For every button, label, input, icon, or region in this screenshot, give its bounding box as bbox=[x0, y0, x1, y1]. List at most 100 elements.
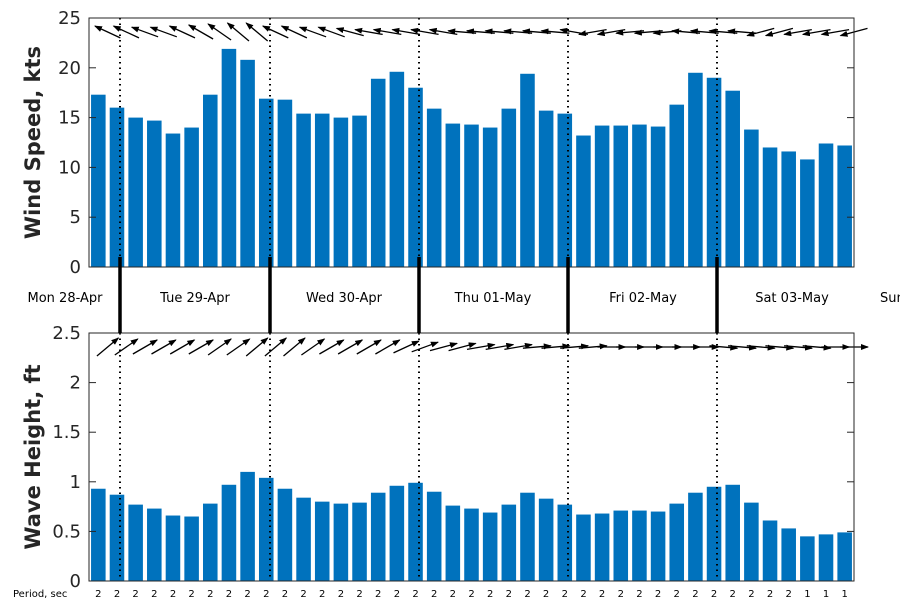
period-value-20: 2 bbox=[450, 589, 456, 600]
wind-bar-26 bbox=[557, 113, 573, 268]
period-value-12: 2 bbox=[300, 589, 306, 600]
wind-bar-4 bbox=[147, 120, 162, 267]
wind-direction-arrow-6 bbox=[187, 24, 214, 40]
wave-direction-arrow-25 bbox=[541, 343, 571, 350]
day-label-1: Mon 28-Apr bbox=[28, 291, 104, 306]
wave-bar-37 bbox=[762, 520, 778, 581]
wave-direction-arrow-9 bbox=[245, 337, 269, 357]
day-label-4: Thu 01-May bbox=[454, 291, 532, 306]
wind-bar-22 bbox=[482, 127, 498, 267]
wave-bar-17 bbox=[389, 485, 405, 581]
wave-direction-arrow-23 bbox=[504, 342, 533, 351]
wave-bar-2 bbox=[109, 494, 125, 581]
wind-bar-29 bbox=[613, 125, 629, 267]
wind-bar-11 bbox=[277, 99, 293, 267]
wind-bar-8 bbox=[221, 48, 237, 267]
day-label-7: Sun bbox=[880, 291, 900, 306]
wave-bar-7 bbox=[203, 503, 218, 581]
period-value-17: 2 bbox=[394, 589, 400, 600]
wind-direction-arrow-7 bbox=[207, 23, 232, 41]
wave-direction-arrow-21 bbox=[466, 342, 496, 351]
wind-direction-arrow-9 bbox=[245, 22, 269, 42]
day-label-6: Sat 03-May bbox=[755, 291, 829, 306]
wave-direction-arrow-26 bbox=[560, 343, 590, 350]
wind-bar-37 bbox=[762, 147, 778, 267]
wave-bar-16 bbox=[370, 492, 386, 581]
wave-bar-40 bbox=[818, 534, 834, 581]
wave-bar-35 bbox=[725, 484, 740, 581]
wind-bar-35 bbox=[725, 90, 740, 268]
wind-bar-16 bbox=[370, 78, 386, 267]
period-value-29: 2 bbox=[618, 589, 624, 600]
period-value-41: 1 bbox=[842, 589, 848, 600]
wave-bar-22 bbox=[482, 512, 498, 581]
wave-direction-arrow-12 bbox=[301, 338, 326, 356]
period-value-10: 2 bbox=[263, 589, 269, 600]
wind-bar-30 bbox=[632, 124, 647, 267]
wave-bar-5 bbox=[165, 515, 181, 581]
wave-bar-20 bbox=[445, 505, 461, 581]
wave-direction-arrow-37 bbox=[765, 344, 795, 351]
wind-bar-32 bbox=[669, 104, 685, 268]
period-value-3: 2 bbox=[132, 589, 138, 600]
wave-direction-arrow-10 bbox=[264, 337, 288, 357]
period-value-35: 2 bbox=[730, 589, 736, 600]
wave-direction-arrow-11 bbox=[283, 337, 306, 357]
wave-bar-31 bbox=[650, 511, 666, 581]
wave-bar-30 bbox=[632, 510, 647, 581]
wave-direction-arrow-6 bbox=[188, 339, 214, 355]
wind-ylabel: Wind Speed, kts bbox=[21, 46, 45, 239]
wave-direction-arrow-34 bbox=[709, 344, 739, 351]
wave-direction-arrow-4 bbox=[151, 339, 177, 355]
wind-bar-40 bbox=[818, 143, 834, 267]
wave-direction-arrow-2 bbox=[114, 338, 139, 356]
wave-bar-8 bbox=[221, 484, 237, 581]
wave-direction-arrow-1 bbox=[96, 337, 120, 357]
wave-bar-26 bbox=[557, 504, 573, 581]
wave-bar-32 bbox=[669, 503, 685, 581]
wave-ytick-label-0: 0 bbox=[70, 571, 81, 592]
wave-bar-25 bbox=[538, 498, 554, 581]
wind-direction-arrow-3 bbox=[130, 26, 159, 38]
wave-ytick-label-4: 2 bbox=[70, 373, 81, 394]
wind-direction-arrow-8 bbox=[226, 22, 250, 42]
wind-bar-10 bbox=[258, 98, 274, 268]
wind-bar-18 bbox=[408, 87, 423, 267]
day-label-5: Fri 02-May bbox=[609, 291, 677, 306]
period-value-1: 2 bbox=[95, 589, 101, 600]
period-value-32: 2 bbox=[674, 589, 680, 600]
wave-direction-arrow-24 bbox=[522, 343, 552, 350]
wind-bar-6 bbox=[184, 127, 199, 267]
wind-bar-9 bbox=[240, 59, 255, 267]
period-value-36: 2 bbox=[748, 589, 754, 600]
day-label-2: Tue 29-Apr bbox=[159, 291, 230, 306]
wave-direction-arrow-15 bbox=[356, 339, 382, 355]
wind-direction-arrow-5 bbox=[168, 25, 196, 39]
period-value-34: 2 bbox=[711, 589, 717, 600]
wind-ytick-label-0: 0 bbox=[70, 257, 81, 278]
wave-bar-41 bbox=[837, 532, 852, 581]
wind-direction-arrow-36 bbox=[746, 27, 775, 37]
wind-bar-21 bbox=[464, 124, 479, 267]
wave-bar-38 bbox=[781, 528, 796, 581]
wind-axes-box bbox=[88, 17, 855, 268]
wind-bar-17 bbox=[389, 71, 405, 267]
wind-direction-arrow-12 bbox=[298, 26, 327, 38]
wind-bar-2 bbox=[109, 107, 125, 267]
wave-direction-arrow-17 bbox=[393, 340, 420, 354]
period-value-13: 2 bbox=[319, 589, 325, 600]
period-value-38: 2 bbox=[786, 589, 792, 600]
wave-bar-29 bbox=[613, 510, 629, 581]
wave-direction-arrow-20 bbox=[448, 342, 477, 352]
period-value-37: 2 bbox=[767, 589, 773, 600]
wind-bar-13 bbox=[314, 113, 330, 268]
wind-bar-41 bbox=[837, 145, 852, 267]
wind-bar-25 bbox=[538, 110, 554, 267]
period-value-5: 2 bbox=[170, 589, 176, 600]
wind-bar-12 bbox=[296, 113, 311, 268]
wind-direction-arrow-37 bbox=[764, 27, 794, 37]
wave-direction-arrow-13 bbox=[319, 339, 345, 355]
wave-direction-arrow-36 bbox=[746, 344, 776, 351]
period-value-24: 2 bbox=[524, 589, 530, 600]
wind-direction-arrow-40 bbox=[820, 28, 850, 37]
